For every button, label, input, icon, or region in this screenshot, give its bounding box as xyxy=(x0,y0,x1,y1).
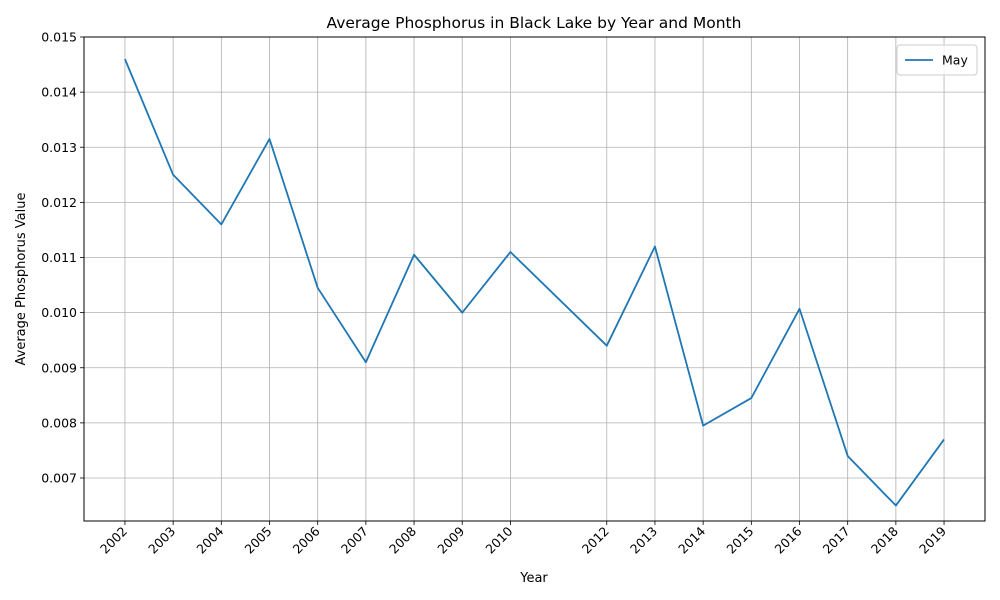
y-axis-label: Average Phosphorus Value xyxy=(14,193,29,366)
x-tick-label: 2013 xyxy=(627,524,660,557)
x-tick-label: 2007 xyxy=(338,524,371,557)
chart-title: Average Phosphorus in Black Lake by Year… xyxy=(327,14,742,32)
x-tick-label: 2016 xyxy=(772,523,805,556)
legend: May xyxy=(896,44,978,76)
x-tick-label: 2004 xyxy=(193,523,226,556)
grid xyxy=(84,36,985,521)
x-tick-label: 2005 xyxy=(242,524,275,557)
series-layer xyxy=(124,58,945,507)
y-tick-label: 0.013 xyxy=(41,140,77,155)
y-tick-label: 0.010 xyxy=(41,305,77,320)
x-tick-label: 2003 xyxy=(145,524,178,557)
y-tick-label: 0.012 xyxy=(41,195,77,210)
x-tick-label: 2017 xyxy=(820,524,853,557)
y-tick-label: 0.014 xyxy=(41,85,77,100)
x-tick-label: 2012 xyxy=(579,524,612,557)
legend-box xyxy=(896,44,978,76)
x-tick-label: 2010 xyxy=(482,523,515,556)
plot-frame xyxy=(83,36,986,522)
y-tick-label: 0.009 xyxy=(41,360,77,375)
x-tick-label: 2014 xyxy=(675,523,708,556)
series-line-may xyxy=(124,58,945,507)
legend-label-may: May xyxy=(942,53,968,68)
x-tick-label: 2002 xyxy=(97,524,130,557)
x-axis: 2002 2003 2004 2005 2006 2007 2008 2009 2010 2012… xyxy=(97,521,949,557)
x-tick-label: 2009 xyxy=(434,523,467,556)
x-tick-label: 2015 xyxy=(723,524,756,557)
y-tick-label: 0.007 xyxy=(41,471,77,486)
x-tick-label: 2019 xyxy=(916,523,949,556)
y-tick-label: 0.008 xyxy=(41,415,77,430)
x-tick-label: 2008 xyxy=(386,523,419,556)
y-axis: 0.007 0.008 0.009 0.010 0.011 0.012 0.013 0.014… xyxy=(41,30,84,486)
y-tick-label: 0.015 xyxy=(41,30,77,45)
x-axis-label: Year xyxy=(519,571,548,586)
x-tick-label: 2018 xyxy=(868,523,901,556)
x-tick-label: 2006 xyxy=(290,523,323,556)
y-tick-label: 0.011 xyxy=(41,250,77,265)
